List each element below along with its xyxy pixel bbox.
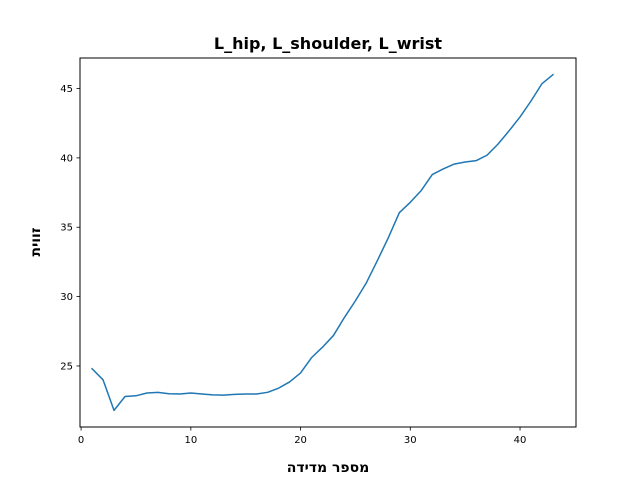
x-axis-label: מספר מדידה bbox=[287, 460, 370, 476]
y-tick-label: 45 bbox=[60, 84, 73, 95]
y-tick-label: 30 bbox=[60, 292, 73, 303]
axes-frame bbox=[79, 57, 577, 428]
x-tick-label: 40 bbox=[514, 435, 527, 446]
x-tick-label: 10 bbox=[184, 435, 197, 446]
y-tick-label: 40 bbox=[60, 153, 73, 164]
chart-title: L_hip, L_shoulder, L_wrist bbox=[214, 34, 443, 53]
x-tick-label: 0 bbox=[78, 435, 84, 446]
x-tick-label: 20 bbox=[294, 435, 307, 446]
y-axis-label: זווית bbox=[28, 228, 44, 257]
y-tick-label: 25 bbox=[60, 361, 73, 372]
y-tick-label: 35 bbox=[60, 223, 73, 234]
x-tick-label: 30 bbox=[404, 435, 417, 446]
x-axis: 0 10 20 30 40 bbox=[78, 427, 526, 446]
y-axis: 25 30 35 40 45 bbox=[60, 84, 80, 372]
series-line-0 bbox=[91, 73, 555, 412]
plot-area bbox=[91, 73, 555, 412]
